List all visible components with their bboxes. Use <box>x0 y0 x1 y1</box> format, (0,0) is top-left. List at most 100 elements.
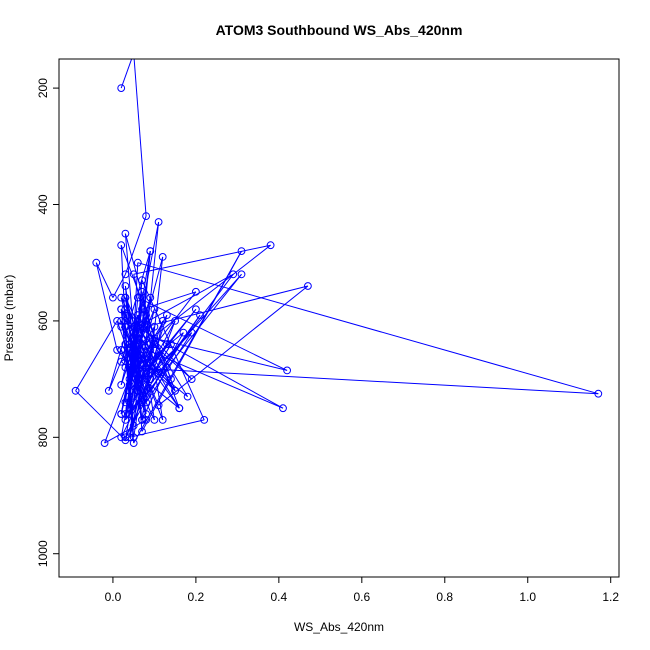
data-point <box>304 282 312 290</box>
data-point <box>117 346 126 354</box>
data-point <box>121 410 130 418</box>
data-point <box>138 287 146 296</box>
data-point <box>129 439 138 448</box>
y-tick-label: 1000 <box>36 540 50 567</box>
data-point <box>138 351 146 360</box>
data-point <box>200 416 209 424</box>
y-axis-label: Pressure (mbar) <box>2 275 16 362</box>
data-point <box>150 334 159 343</box>
data-point <box>117 241 126 250</box>
series-segment <box>125 320 284 409</box>
data-point <box>129 363 138 372</box>
data-point <box>121 293 130 302</box>
data-point <box>133 386 142 395</box>
data-point <box>125 410 134 418</box>
data-point <box>187 328 196 337</box>
y-tick-label: 600 <box>36 311 50 331</box>
series-segment <box>104 419 147 444</box>
data-point <box>117 305 126 314</box>
data-point <box>130 50 137 57</box>
series-segment <box>95 262 114 298</box>
series-segment <box>124 355 143 421</box>
series-segment <box>145 332 193 403</box>
data-point <box>129 334 138 343</box>
data-point <box>125 363 134 372</box>
y-tick-label: 200 <box>36 78 50 98</box>
data-point <box>133 375 142 384</box>
data-point <box>121 322 130 331</box>
data-point <box>113 346 121 354</box>
data-point <box>121 282 130 290</box>
data-point <box>121 270 130 279</box>
series-segment <box>137 297 288 371</box>
x-axis-label: WS_Abs_420nm <box>294 620 384 634</box>
series-segment <box>108 250 151 391</box>
data-point <box>104 386 113 395</box>
data-point <box>117 317 126 325</box>
data-point <box>192 305 200 314</box>
data-point <box>138 398 146 407</box>
data-point <box>142 212 151 221</box>
series-segment <box>137 314 189 397</box>
series-segment <box>133 59 147 217</box>
series-segment <box>75 320 118 392</box>
data-point <box>163 363 171 372</box>
data-point <box>150 305 159 314</box>
data-point <box>125 381 134 389</box>
data-point <box>142 363 151 372</box>
data-point <box>146 247 155 256</box>
data-point <box>129 340 138 349</box>
data-point <box>146 293 155 302</box>
x-tick-label: 0.8 <box>436 590 453 604</box>
data-point <box>129 270 138 279</box>
series-segment <box>137 262 599 395</box>
series-segment <box>141 326 155 420</box>
data-point <box>594 389 603 398</box>
data-point <box>125 375 134 384</box>
data-point <box>133 311 142 320</box>
x-tick-label: 0.4 <box>271 590 288 604</box>
data-point <box>142 311 151 320</box>
x-tick-label: 0.2 <box>188 590 205 604</box>
series-segment <box>154 337 288 371</box>
data-point <box>113 317 121 325</box>
data-point <box>171 317 180 325</box>
data-point <box>71 386 80 395</box>
data-point <box>117 357 126 366</box>
data-point <box>163 311 171 320</box>
data-point <box>117 381 126 389</box>
data-point <box>125 346 134 354</box>
data-point <box>121 416 130 424</box>
series-segment <box>137 273 242 392</box>
data-point <box>146 369 155 378</box>
data-point <box>146 340 155 349</box>
series-segment <box>120 349 139 391</box>
data-point <box>154 351 163 360</box>
series-segment <box>133 251 151 426</box>
data-point <box>154 401 163 410</box>
series-segment <box>75 390 126 441</box>
data-point <box>100 439 109 448</box>
data-point <box>138 375 146 384</box>
data-point <box>279 404 287 413</box>
data-point <box>92 258 101 267</box>
series-segment <box>125 367 599 395</box>
data-point <box>138 276 146 285</box>
data-point <box>133 346 142 354</box>
series-segment <box>125 308 193 380</box>
data-point <box>150 322 159 331</box>
data-point <box>129 398 138 407</box>
data-point <box>179 328 188 337</box>
data-point <box>129 433 138 442</box>
series-segment <box>129 326 155 368</box>
data-point <box>121 340 130 349</box>
data-point <box>138 305 146 314</box>
data-point <box>117 433 126 442</box>
data-point <box>158 317 167 325</box>
series-segment <box>124 402 143 438</box>
data-point <box>146 375 155 384</box>
data-point <box>237 247 246 256</box>
data-point <box>129 328 138 337</box>
data-point <box>266 241 275 250</box>
data-point <box>133 322 142 331</box>
